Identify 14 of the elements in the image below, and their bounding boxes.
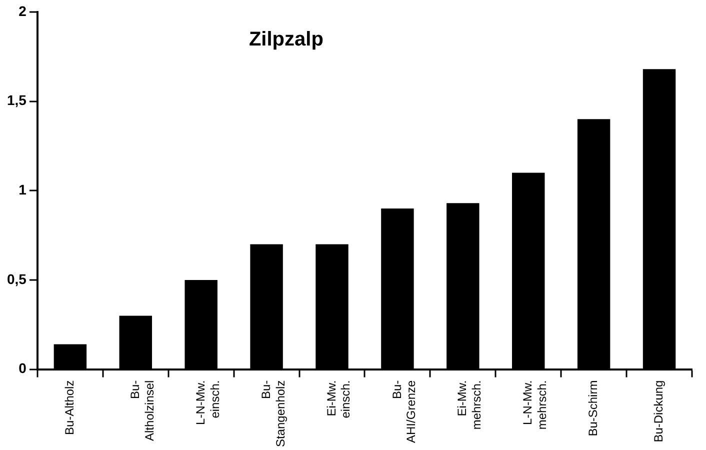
x-tick-label: L-N-Mw. mehrsch. [520,380,550,430]
x-tick-label: Ei-Mw. einsch. [324,380,353,418]
x-tick-label: Bu-Dickung [652,380,666,442]
y-tick-label: 0,5 [6,270,27,287]
x-tick-label: L-N-Mw. einsch. [193,380,222,425]
y-tick-label: 2 [18,2,27,19]
x-tick-label: Bu-Schirm [586,380,600,436]
x-tick-label: Bu-Altholz [62,380,76,435]
y-tick-label: 0 [18,360,27,376]
text: Zilpzalp [248,28,324,51]
x-tick-label: Bu-Altholzinsel [128,380,156,441]
x-tick-label: Ei-Mw. mehrsch. [455,380,484,430]
y-tick-label: 1 [18,182,27,198]
y-tick-label: 1,5 [6,92,27,108]
